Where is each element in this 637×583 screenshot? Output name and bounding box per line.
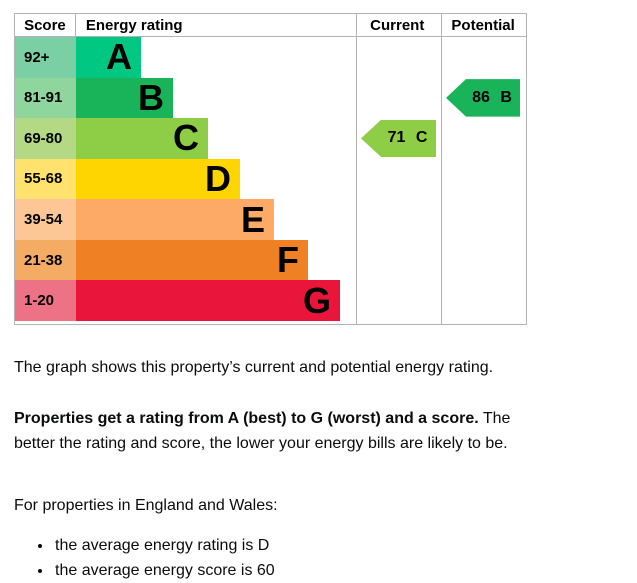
potential-rating-label: 86 B xyxy=(472,88,512,106)
band-letter-e: E xyxy=(240,198,265,240)
band-letter-d: D xyxy=(205,157,231,199)
score-range-c: 69-80 xyxy=(15,118,76,159)
regions-intro-text: For properties in England and Wales: xyxy=(14,497,278,514)
band-row-g: 1-20 G xyxy=(15,280,526,321)
score-range-g: 1-20 xyxy=(15,280,76,321)
epc-rating-chart: Score Energy rating Current Potential 92… xyxy=(14,13,527,325)
band-bar-e: E xyxy=(76,199,274,240)
band-bar-c: C xyxy=(76,118,208,159)
chart-header-row: Score Energy rating Current Potential xyxy=(15,14,526,37)
rating-explanation-rest: The better the rating and score, the low… xyxy=(14,410,511,452)
band-bar-f: F xyxy=(76,239,308,281)
band-row-b: 81-91 B xyxy=(15,76,526,119)
graph-intro-text: The graph shows this property’s current … xyxy=(14,359,494,376)
potential-column-divider xyxy=(441,14,442,324)
band-bar-g: G xyxy=(76,280,340,321)
band-bar-a: A xyxy=(76,37,141,78)
band-row-d: 55-68 D xyxy=(15,157,526,200)
band-letter-c: C xyxy=(173,117,199,159)
band-letter-a: A xyxy=(106,36,132,78)
score-range-d: 55-68 xyxy=(15,158,76,200)
current-rating-label: 71 C xyxy=(387,129,428,147)
band-bar-d: D xyxy=(76,157,240,200)
current-column-divider xyxy=(356,14,357,324)
current-rating-arrow: 71 C xyxy=(361,119,436,158)
band-row-c: 69-80 C xyxy=(15,118,526,159)
band-row-a: 92+ A xyxy=(15,37,526,78)
rating-explanation-text: Properties get a rating from A (best) to… xyxy=(14,406,539,456)
score-range-e: 39-54 xyxy=(15,199,76,240)
band-row-e: 39-54 E xyxy=(15,199,526,240)
column-header-energy-rating: Energy rating xyxy=(85,16,183,34)
score-range-b: 81-91 xyxy=(15,77,76,119)
average-stat-item: the average energy score is 60 xyxy=(53,558,539,583)
column-header-score: Score xyxy=(15,14,76,36)
average-stats-list: the average energy rating is Dthe averag… xyxy=(14,533,539,583)
score-range-a: 92+ xyxy=(15,37,76,78)
band-letter-g: G xyxy=(302,279,331,321)
band-bar-b: B xyxy=(76,76,173,119)
band-letter-f: F xyxy=(277,239,299,281)
epc-description: The graph shows this property’s current … xyxy=(14,355,539,583)
band-letter-b: B xyxy=(138,76,164,118)
score-range-f: 21-38 xyxy=(15,239,76,281)
column-header-current: Current xyxy=(370,16,425,34)
column-header-potential: Potential xyxy=(451,16,515,34)
rating-explanation-bold: Properties get a rating from A (best) to… xyxy=(14,410,479,427)
band-row-f: 21-38 F xyxy=(15,239,526,281)
average-stat-item: the average energy rating is D xyxy=(53,533,539,558)
band-rows: 92+ A 81-91 B 69-80 C 55-68 D 39-54 E 21-38 F 1-20 G xyxy=(15,37,526,321)
